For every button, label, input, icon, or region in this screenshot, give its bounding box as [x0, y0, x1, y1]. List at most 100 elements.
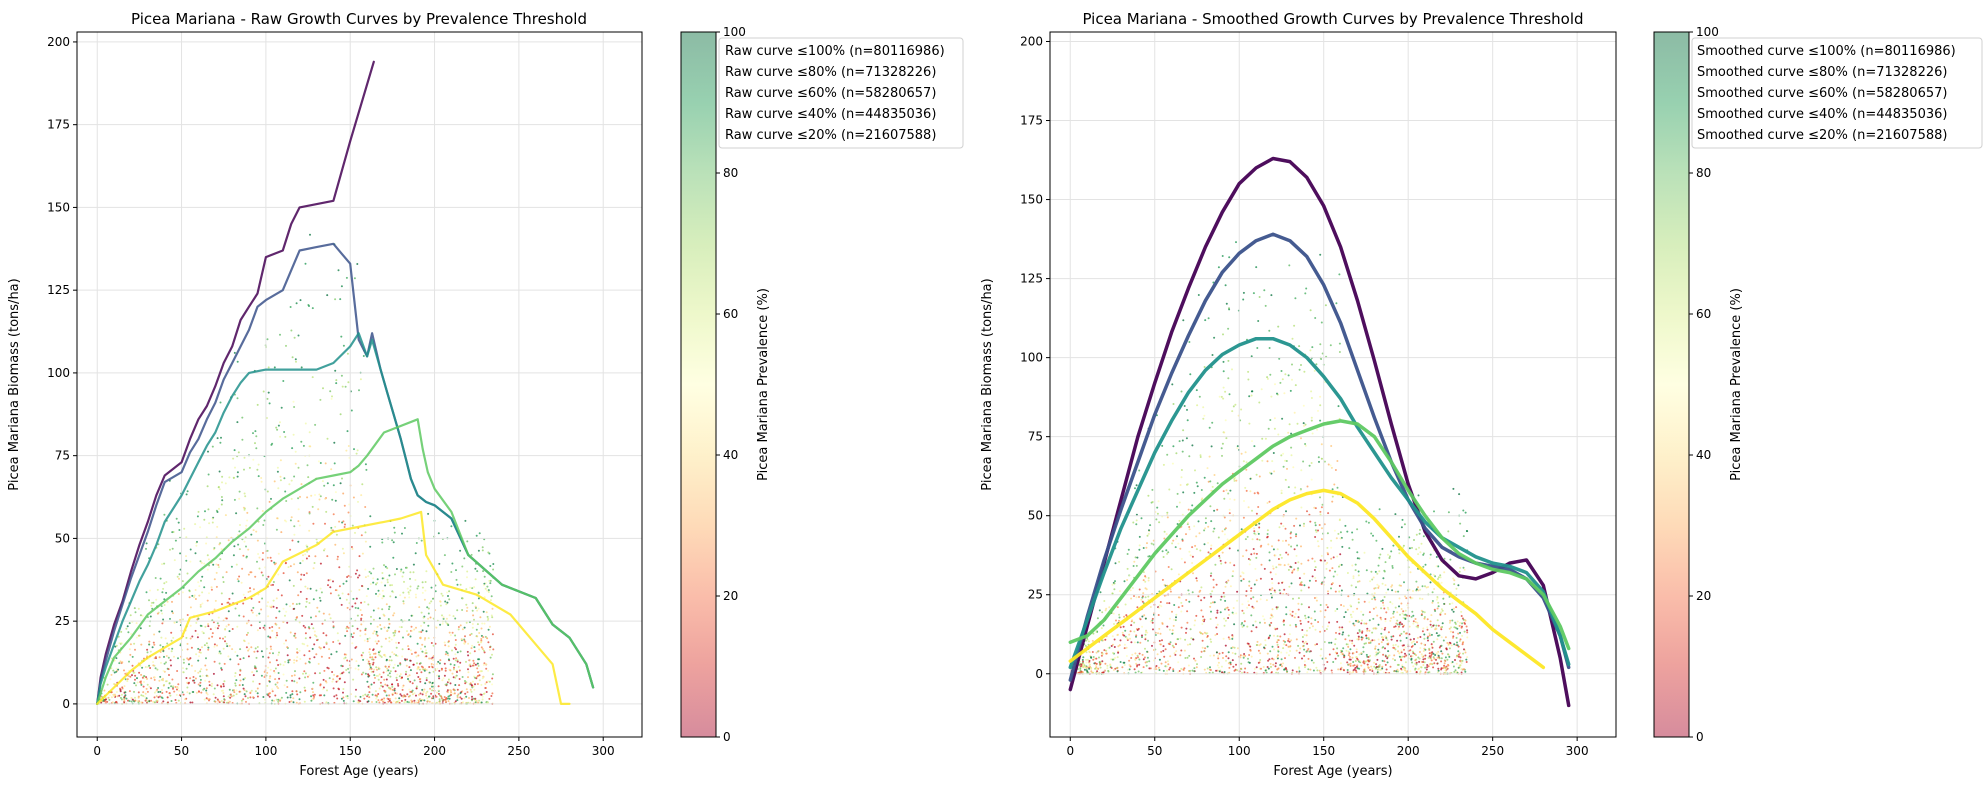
scatter-point	[145, 697, 148, 700]
scatter-point	[488, 579, 491, 582]
scatter-point	[353, 448, 355, 451]
scatter-point	[1276, 641, 1279, 644]
scatter-point	[1426, 637, 1429, 639]
scatter-point	[295, 603, 298, 606]
scatter-point	[1167, 551, 1170, 554]
scatter-point	[352, 597, 355, 600]
scatter-point	[487, 641, 490, 644]
scatter-point	[206, 674, 209, 677]
scatter-point	[233, 498, 236, 501]
scatter-point	[173, 655, 175, 658]
scatter-point	[441, 594, 444, 597]
scatter-point	[1293, 324, 1296, 327]
scatter-point	[447, 640, 450, 643]
scatter-point	[155, 690, 158, 693]
scatter-point	[333, 695, 336, 698]
scatter-point	[1186, 643, 1189, 646]
scatter-point	[1215, 616, 1218, 619]
scatter-point	[1337, 405, 1340, 408]
scatter-point	[488, 648, 491, 651]
scatter-point	[1332, 661, 1335, 663]
scatter-point	[1228, 307, 1230, 310]
scatter-point	[1232, 570, 1235, 573]
scatter-point	[269, 556, 272, 559]
scatter-point	[372, 618, 375, 621]
scatter-point	[354, 667, 357, 670]
scatter-point	[1285, 510, 1287, 513]
scatter-point	[1427, 671, 1430, 674]
scatter-point	[1125, 655, 1128, 657]
scatter-point	[1278, 589, 1281, 592]
scatter-point	[1182, 319, 1185, 322]
scatter-point	[1212, 586, 1215, 589]
scatter-point	[287, 659, 290, 662]
scatter-point	[256, 646, 259, 648]
scatter-point	[1393, 626, 1396, 628]
scatter-point	[430, 600, 433, 603]
scatter-point	[1307, 668, 1310, 671]
scatter-point	[1270, 613, 1273, 616]
scatter-point	[1457, 632, 1460, 635]
scatter-point	[1402, 625, 1404, 628]
scatter-point	[1269, 419, 1272, 421]
scatter-point	[392, 614, 395, 617]
scatter-point	[110, 696, 113, 699]
scatter-point	[417, 667, 420, 670]
scatter-point	[1175, 643, 1177, 646]
scatter-point	[1317, 621, 1320, 623]
scatter-point	[367, 700, 370, 703]
scatter-point	[1107, 646, 1110, 649]
scatter-point	[1404, 661, 1407, 664]
scatter-point	[454, 643, 457, 646]
scatter-point	[474, 683, 476, 686]
scatter-point	[365, 468, 368, 471]
scatter-point	[478, 699, 481, 702]
scatter-point	[213, 660, 216, 663]
scatter-point	[1176, 523, 1179, 525]
scatter-point	[1222, 591, 1225, 594]
scatter-point	[176, 575, 179, 578]
scatter-point	[1144, 575, 1147, 578]
scatter-point	[445, 701, 447, 703]
scatter-point	[1299, 583, 1302, 586]
scatter-point	[1295, 638, 1298, 641]
scatter-point	[1424, 648, 1427, 651]
scatter-point	[252, 680, 255, 683]
scatter-point	[313, 656, 316, 659]
scatter-point	[1387, 631, 1390, 634]
scatter-point	[1398, 622, 1401, 624]
scatter-point	[1285, 644, 1288, 647]
scatter-point	[1097, 650, 1100, 652]
scatter-point	[466, 576, 468, 579]
scatter-point	[1343, 669, 1345, 672]
scatter-point	[427, 672, 430, 675]
scatter-point	[1405, 637, 1408, 639]
scatter-point	[271, 699, 274, 702]
scatter-point	[169, 659, 172, 662]
scatter-point	[125, 697, 128, 700]
scatter-point	[1327, 512, 1330, 515]
scatter-point	[1204, 319, 1207, 322]
scatter-point	[1263, 289, 1266, 292]
scatter-point	[203, 586, 206, 589]
scatter-point	[188, 596, 191, 599]
scatter-point	[1461, 622, 1464, 625]
scatter-point	[379, 654, 382, 657]
scatter-point	[304, 637, 307, 640]
scatter-point	[286, 696, 289, 699]
scatter-point	[1320, 648, 1323, 651]
scatter-point	[1161, 622, 1164, 625]
scatter-point	[463, 639, 466, 642]
scatter-point	[1249, 649, 1252, 652]
scatter-point	[1217, 661, 1220, 664]
scatter-point	[1088, 667, 1091, 670]
scatter-point	[1227, 608, 1230, 611]
scatter-point	[191, 594, 194, 597]
scatter-point	[450, 691, 453, 694]
scatter-point	[1216, 623, 1219, 626]
scatter-point	[1242, 654, 1245, 657]
scatter-point	[1160, 650, 1163, 653]
scatter-point	[1375, 651, 1378, 654]
scatter-point	[1300, 545, 1302, 548]
scatter-point	[1426, 628, 1429, 631]
